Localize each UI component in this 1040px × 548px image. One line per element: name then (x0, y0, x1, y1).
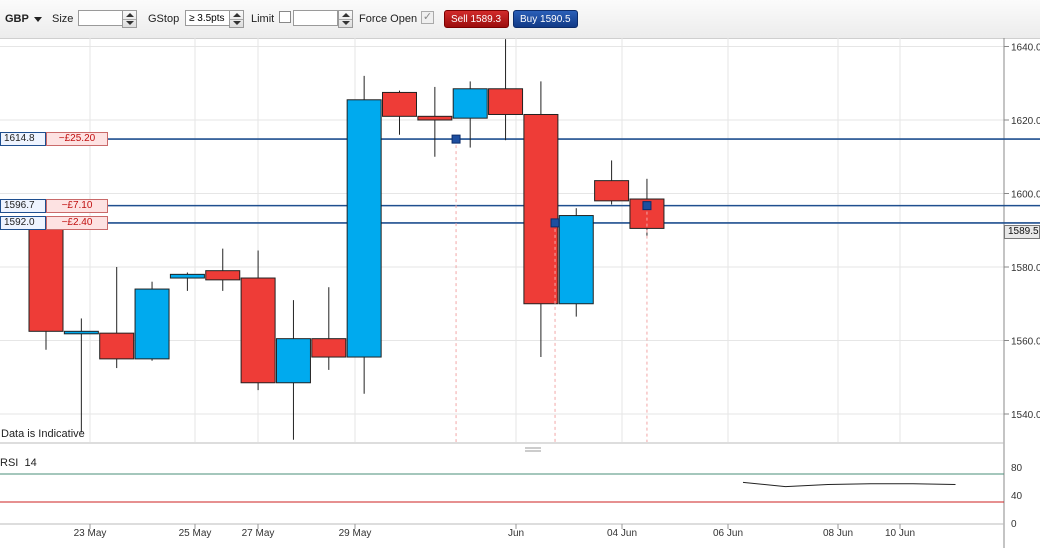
order-marker-icon (642, 201, 652, 211)
order-lines (0, 138, 1040, 224)
candle-body (382, 91, 417, 117)
limit-input[interactable] (293, 10, 338, 26)
force-open-checkbox[interactable]: ✓ (421, 11, 434, 24)
rsi-label: RSI 14 (0, 457, 37, 469)
order-marker-icon (550, 218, 560, 228)
gstop-input[interactable] (185, 10, 230, 26)
date-tick-label: 04 Jun (607, 528, 637, 539)
order-price-label[interactable]: 1614.8 (0, 132, 46, 147)
candle-body (417, 115, 453, 121)
spin-up-icon[interactable] (342, 13, 350, 17)
limit-stepper[interactable] (338, 10, 353, 28)
date-axis: 23 May 25 May 27 May 29 May Jun 04 Jun 06 Jun 0… (0, 523, 1004, 539)
rsi-period: 14 (24, 457, 37, 469)
order-price-label[interactable]: 1592.0 (0, 215, 46, 230)
price-tick-label: 1620.0 (1011, 116, 1040, 127)
spin-divider (123, 19, 136, 20)
candle-body (346, 99, 382, 358)
price-tick-label: 1600.0 (1011, 190, 1040, 201)
order-pl-label: −£7.10 (46, 198, 108, 213)
price-axis: 1540.0 1560.0 1580.0 1600.0 1620.0 1640.0 (1004, 43, 1040, 421)
candle-body (99, 332, 135, 360)
candles (28, 39, 665, 440)
spin-down-icon[interactable] (126, 21, 134, 25)
candle-body (275, 338, 311, 384)
candle-body (523, 113, 559, 305)
price-tick-label: 1580.0 (1011, 263, 1040, 274)
price-tick-label: 1640.0 (1011, 43, 1040, 54)
price-tick-label: 1540.0 (1011, 410, 1040, 421)
rsi-tick-label: 80 (1011, 463, 1023, 474)
candle-body (558, 215, 594, 305)
price-chart[interactable]: 1540.0 1560.0 1580.0 1600.0 1620.0 1640.0 80 4… (0, 38, 1040, 548)
date-tick-label: 08 Jun (823, 528, 853, 539)
size-label: Size (52, 13, 74, 25)
order-pl-label: −£25.20 (46, 132, 108, 147)
gstop-stepper[interactable] (229, 10, 244, 28)
spin-divider (230, 19, 243, 20)
candle-body (240, 277, 276, 384)
trade-toolbar: GBP Size GStop Limit Force Open ✓ Sell 1… (0, 0, 1040, 39)
force-open-label: Force Open (359, 13, 418, 25)
last-price-label: 1589.5 (1004, 225, 1040, 240)
size-input[interactable] (78, 10, 123, 26)
buy-button[interactable]: Buy 1590.5 (513, 10, 578, 28)
rsi-name: RSI (0, 457, 19, 469)
sell-button[interactable]: Sell 1589.3 (444, 10, 509, 28)
order-marker-icon (451, 134, 461, 144)
rsi-line (742, 481, 956, 488)
candle-body (311, 338, 347, 358)
date-tick-label: 27 May (242, 528, 275, 539)
spin-up-icon[interactable] (126, 13, 134, 17)
order-price-label[interactable]: 1596.7 (0, 198, 46, 213)
date-tick-label: 29 May (339, 528, 372, 539)
candle-body (134, 288, 170, 360)
spin-down-icon[interactable] (342, 21, 350, 25)
date-tick-label: Jun (508, 528, 524, 539)
price-tick-label: 1560.0 (1011, 337, 1040, 348)
candle-body (28, 222, 64, 332)
chevron-down-icon[interactable] (34, 17, 42, 22)
date-tick-label: 06 Jun (713, 528, 743, 539)
spin-up-icon[interactable] (233, 13, 241, 17)
order-pl-label: −£2.40 (46, 215, 108, 230)
date-tick-label: 25 May (179, 528, 212, 539)
candle-body (594, 180, 630, 202)
spin-divider (339, 19, 352, 20)
candle-body (488, 88, 524, 115)
date-tick-label: 10 Jun (885, 528, 915, 539)
candle-body (169, 273, 205, 279)
size-stepper[interactable] (122, 10, 137, 28)
indicative-notice: Data is Indicative (1, 428, 85, 440)
rsi-panel: 80 40 0 (0, 463, 1023, 530)
instrument-selector[interactable]: GBP (5, 13, 29, 25)
limit-label: Limit (251, 13, 275, 25)
limit-checkbox[interactable] (279, 11, 291, 23)
gstop-label: GStop (148, 13, 180, 25)
candle-body (205, 270, 241, 281)
date-tick-label: 23 May (74, 528, 107, 539)
candle-body (63, 330, 99, 335)
order-markers (451, 134, 652, 442)
rsi-tick-label: 0 (1011, 519, 1017, 530)
rsi-tick-label: 40 (1011, 491, 1023, 502)
candle-body (452, 88, 488, 119)
spin-down-icon[interactable] (233, 21, 241, 25)
